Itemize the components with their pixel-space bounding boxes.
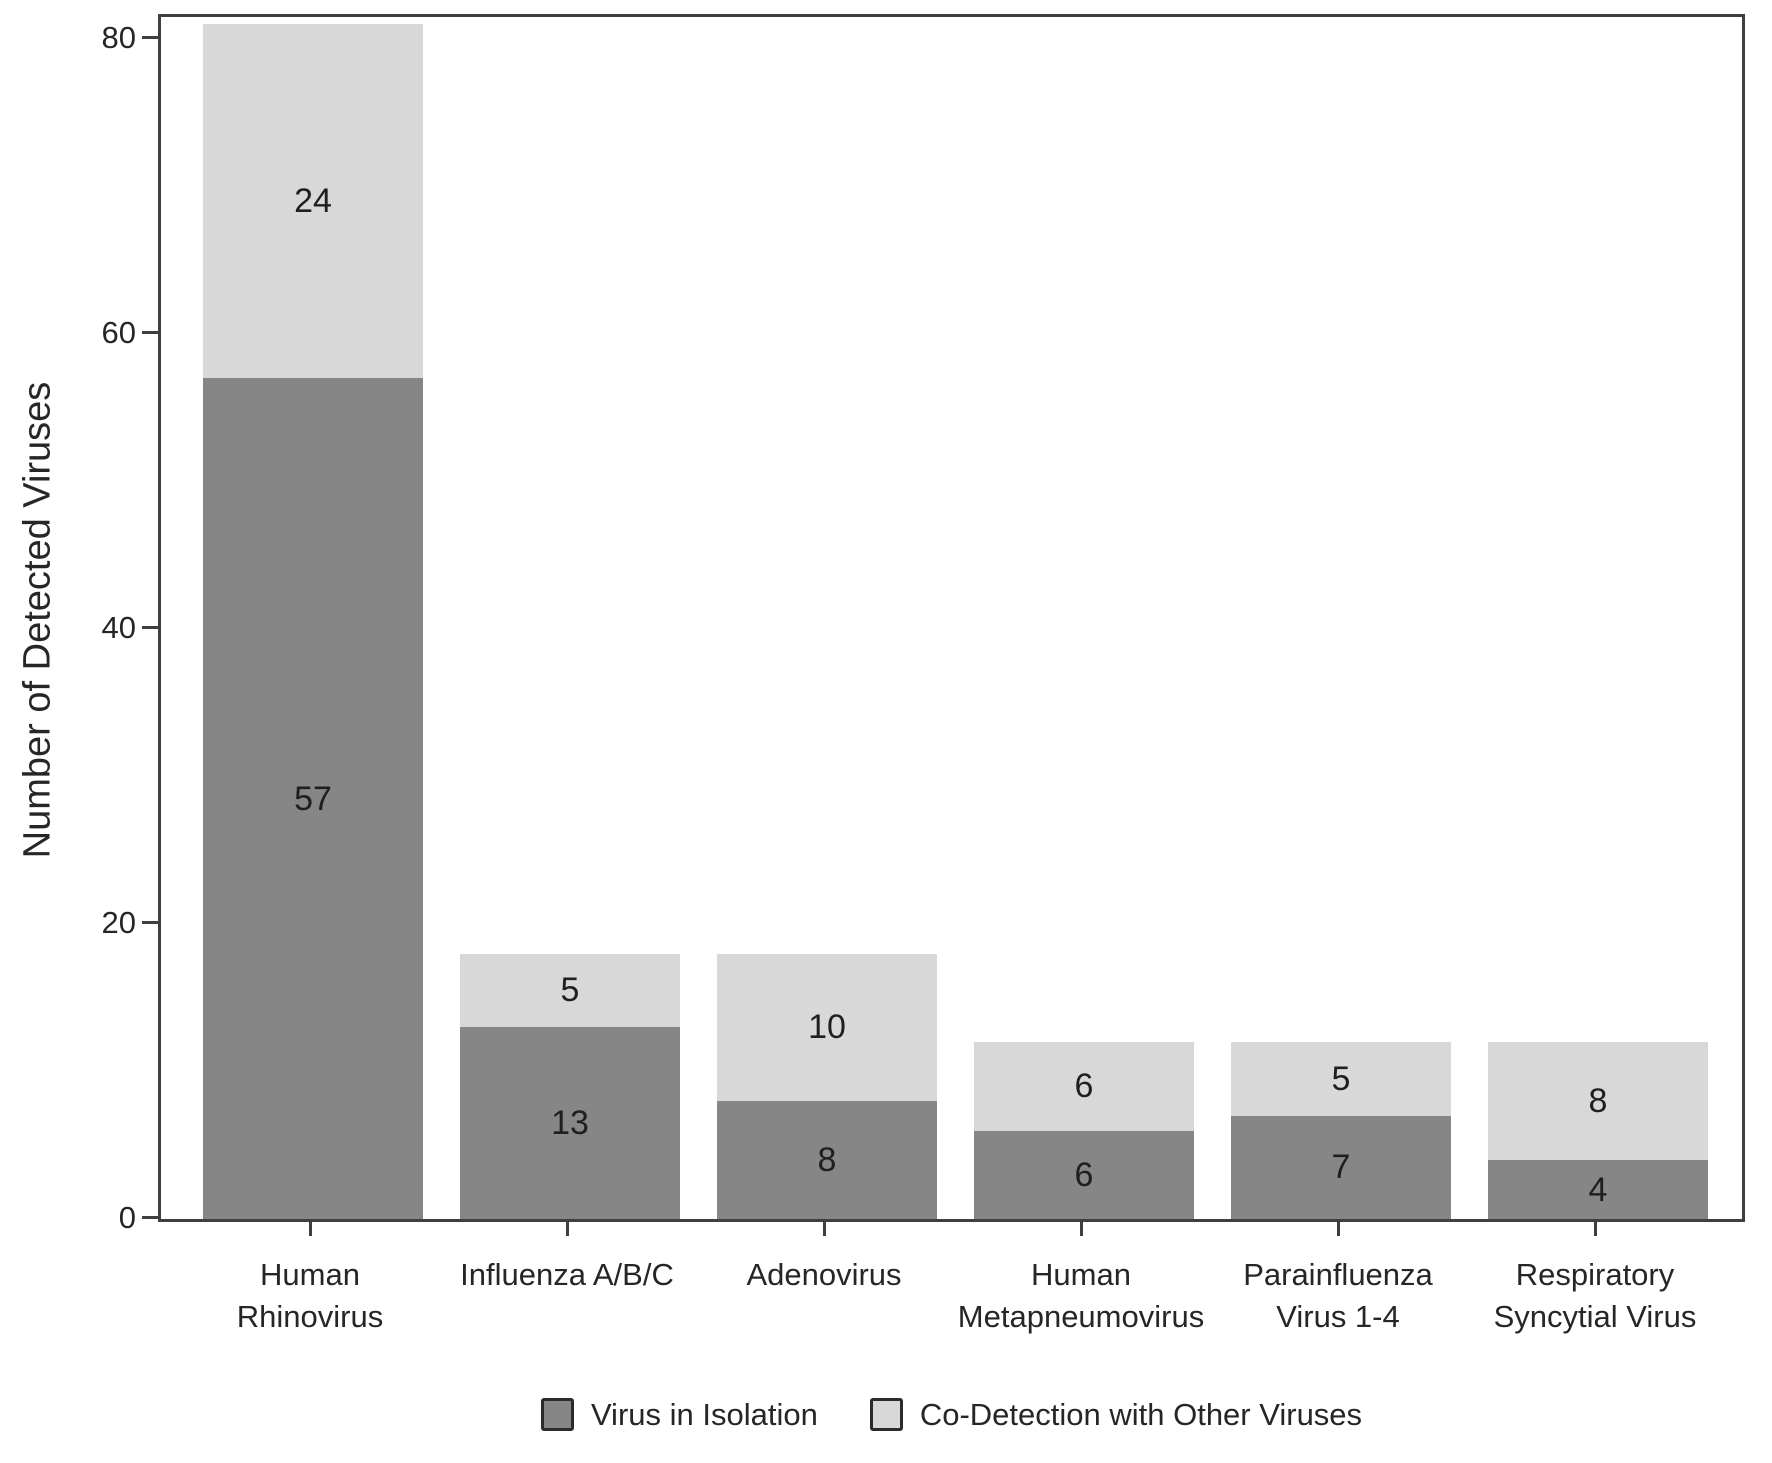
y-tick-label: 60 (101, 315, 136, 350)
x-tick (565, 1222, 569, 1236)
bar-2: 13 5 (460, 953, 680, 1219)
y-tick-label: 20 (101, 905, 136, 940)
legend-label: Virus in Isolation (590, 1397, 818, 1432)
bar-segment-isolation: 4 (1488, 1160, 1708, 1219)
bar-segment-codetection: 5 (1231, 1042, 1451, 1116)
y-tick (142, 35, 158, 39)
y-tick (142, 625, 158, 629)
bar-value-label: 10 (808, 1008, 846, 1047)
x-tick (1593, 1222, 1597, 1236)
bar-segment-codetection: 6 (974, 1042, 1194, 1131)
x-tick (1079, 1222, 1083, 1236)
y-tick (142, 1215, 158, 1219)
legend: Virus in Isolation Co-Detection with Oth… (158, 1398, 1745, 1431)
bar-segment-codetection: 8 (1488, 1042, 1708, 1160)
plot-area: 57 24 13 5 8 10 6 6 7 5 4 8 (158, 14, 1745, 1222)
bar-segment-codetection: 10 (717, 953, 937, 1101)
x-category-label-line: Human (260, 1257, 360, 1292)
legend-swatch-light-icon (869, 1398, 903, 1431)
x-category-label: Influenza A/B/C (397, 1254, 737, 1296)
y-tick-label: 0 (118, 1200, 136, 1235)
bar-value-label: 8 (817, 1141, 837, 1179)
x-category-label-line: Parainfluenza (1243, 1257, 1433, 1292)
bar-segment-isolation: 6 (974, 1130, 1194, 1219)
bar-segment-isolation: 57 (203, 378, 423, 1219)
x-category-label-line: Adenovirus (746, 1257, 902, 1292)
y-tick-label: 80 (101, 20, 136, 55)
bar-value-label: 5 (1331, 1059, 1351, 1098)
x-category-label: Parainfluenza Virus 1-4 (1168, 1254, 1508, 1338)
x-category-label: Human Rhinovirus (140, 1254, 480, 1338)
y-tick (142, 330, 158, 334)
x-category-label-line: Syncytial Virus (1493, 1299, 1697, 1334)
x-category-label: Human Metapneumovirus (911, 1254, 1251, 1338)
x-tick (1336, 1222, 1340, 1236)
y-tick-label: 40 (101, 610, 136, 645)
bar-value-label: 13 (551, 1104, 589, 1143)
x-category-label: Adenovirus (654, 1254, 994, 1296)
x-category-label-line: Influenza A/B/C (460, 1257, 674, 1292)
y-tick (142, 920, 158, 924)
bar-segment-isolation: 8 (717, 1101, 937, 1219)
x-category-label-line: Human (1031, 1257, 1131, 1292)
legend-label: Co-Detection with Other Viruses (919, 1397, 1363, 1432)
bar-value-label: 4 (1588, 1170, 1608, 1209)
legend-item-virus-in-isolation: Virus in Isolation (540, 1397, 818, 1432)
x-category-label-line: Rhinovirus (236, 1299, 384, 1334)
legend-swatch-dark-icon (540, 1398, 574, 1431)
bar-value-label: 57 (294, 779, 332, 818)
x-category-label-line: Metapneumovirus (957, 1299, 1205, 1334)
bar-value-label: 7 (1331, 1148, 1351, 1187)
bar-segment-codetection: 5 (460, 953, 680, 1028)
bar-value-label: 6 (1074, 1067, 1094, 1106)
bar-segment-isolation: 7 (1231, 1115, 1451, 1219)
bar-1: 57 24 (203, 24, 423, 1219)
bar-value-label: 5 (560, 971, 580, 1010)
bar-value-label: 8 (1588, 1082, 1608, 1120)
bar-segment-codetection: 24 (203, 24, 423, 379)
x-category-label: Respiratory Syncytial Virus (1425, 1254, 1765, 1338)
x-tick (308, 1222, 312, 1236)
bar-value-label: 24 (294, 182, 332, 221)
bar-segment-isolation: 13 (460, 1027, 680, 1219)
x-category-label-line: Respiratory (1515, 1257, 1675, 1292)
bar-value-label: 6 (1074, 1155, 1094, 1194)
legend-item-co-detection: Co-Detection with Other Viruses (869, 1397, 1363, 1432)
bar-3: 8 10 (717, 953, 937, 1219)
x-category-label-line: Virus 1-4 (1276, 1299, 1400, 1334)
x-tick (822, 1222, 826, 1236)
